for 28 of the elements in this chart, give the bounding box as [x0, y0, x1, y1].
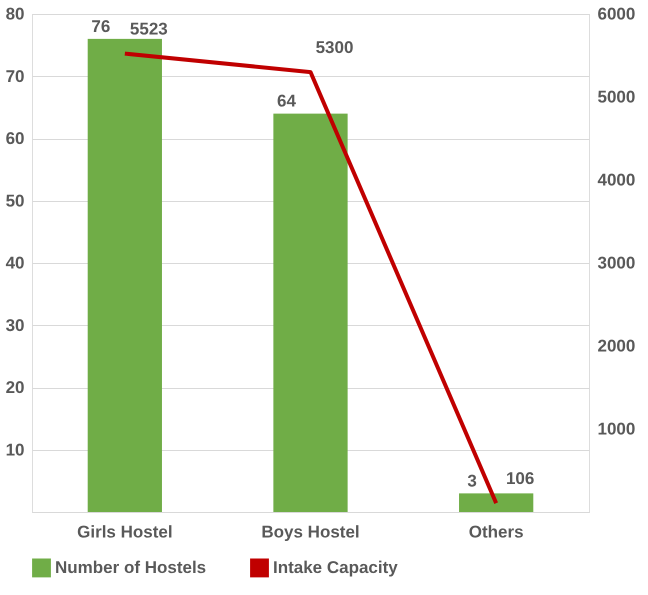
y-tick-label: 80	[6, 4, 24, 24]
data-label: 64	[277, 92, 296, 111]
y-tick-label: 60	[6, 129, 24, 148]
data-label: 76	[91, 16, 110, 36]
bar	[459, 493, 534, 512]
y-tick-label: 50	[6, 191, 24, 210]
data-label: 106	[506, 469, 534, 488]
y-tick-label: 30	[6, 316, 24, 335]
legend-label: Number of Hostels	[55, 558, 206, 577]
legend-label: Intake Capacity	[273, 558, 398, 577]
y-tick-label: 40	[6, 254, 24, 272]
y-tick-label: 20	[6, 378, 24, 397]
data-label: 5300	[316, 38, 354, 58]
bar	[273, 114, 348, 512]
x-tick-label: Girls Hostel	[77, 522, 173, 542]
y2-tick-label: 5000	[598, 88, 636, 106]
y-tick-label: 10	[6, 440, 24, 460]
data-label: 3	[467, 471, 477, 490]
y2-tick-label: 3000	[598, 254, 636, 272]
data-label: 5523	[130, 20, 168, 39]
y2-tick-label: 2000	[598, 336, 636, 356]
x-tick-label: Others	[468, 522, 524, 542]
y2-tick-label: 6000	[598, 4, 636, 24]
x-tick-label: Boys Hostel	[261, 522, 360, 542]
y-tick-label: 70	[6, 66, 24, 86]
bar	[88, 38, 162, 512]
y2-tick-label: 4000	[598, 170, 636, 190]
y2-tick-label: 1000	[598, 420, 636, 438]
